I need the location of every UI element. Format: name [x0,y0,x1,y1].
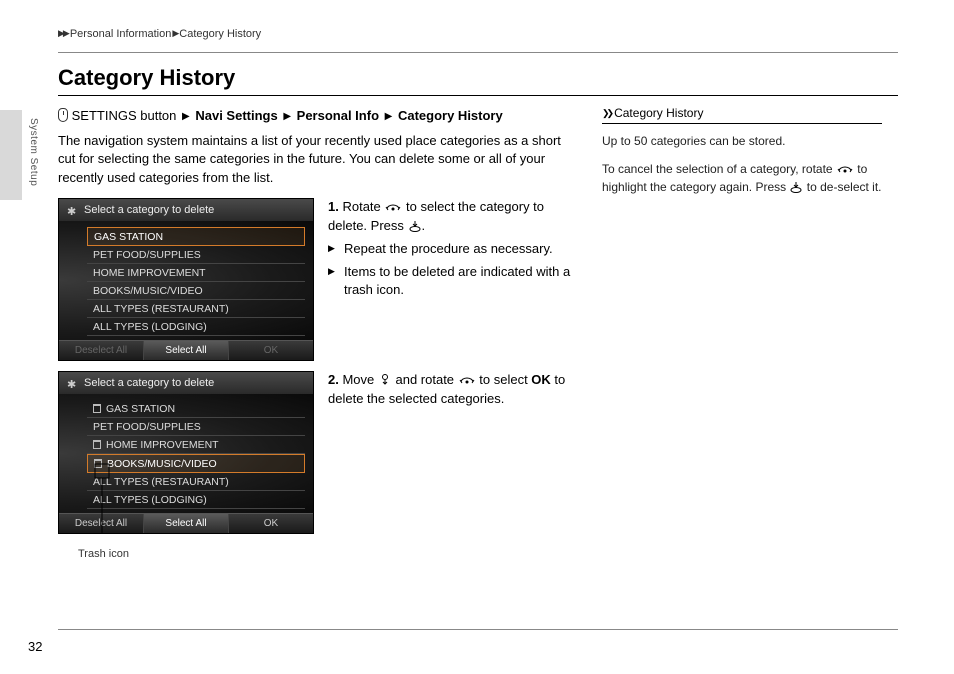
sidebar-text: Up to 50 categories can be stored. To ca… [602,132,882,196]
sidebar-p2: To cancel the selection of a category, r… [602,160,882,196]
list-item: BOOKS/MUSIC/VIDEO [87,282,305,300]
rotate-dial-icon [384,200,402,214]
screenshot-header: ✱ Select a category to delete [59,372,313,394]
rotate-dial-icon [458,373,476,387]
list-item: ALL TYPES (RESTAURANT) [87,300,305,318]
sidebar-text: To cancel the selection of a category, r… [602,162,836,176]
nav-p3: Category History [398,108,503,123]
press-dial-icon [789,180,803,194]
list-item: ALL TYPES (LODGING) [87,491,305,509]
step-num: 2. [328,372,339,387]
main-column: SETTINGS button ▶ Navi Settings ▶ Person… [58,106,578,570]
breadcrumb: ▶▶Personal Information▶Category History [58,28,898,40]
list-item: ALL TYPES (LODGING) [87,318,305,336]
page-number: 32 [28,639,42,654]
screenshot-1: ✱ Select a category to delete GAS STATIO… [58,198,314,361]
nav-p1: Navi Settings [195,108,277,123]
trash-icon [93,440,101,449]
intro-text: The navigation system maintains a list o… [58,132,578,189]
screenshot-2: ✱ Select a category to delete GAS STATIO… [58,371,314,534]
screenshot-body: GAS STATIONPET FOOD/SUPPLIESHOME IMPROVE… [59,394,313,513]
sidebar-title: Category History [614,106,703,120]
screenshot-header-text: Select a category to delete [84,204,214,216]
step-text: to select [476,372,532,387]
breadcrumb-arrow-icon: ▶▶ [58,28,68,38]
screenshot-body: GAS STATIONPET FOOD/SUPPLIESHOME IMPROVE… [59,221,313,340]
nav-p2: Personal Info [297,108,379,123]
gear-icon: ✱ [67,378,78,389]
screenshot-footer: Deselect All Select All OK [59,340,313,360]
page-title: Category History [58,65,898,91]
footer-deselect: Deselect All [59,341,144,360]
footer-ok: OK [229,341,313,360]
gear-icon: ✱ [67,205,78,216]
step-text: Move [342,372,377,387]
list-item: HOME IMPROVEMENT [87,436,305,454]
footer-ok: OK [229,514,313,533]
side-tab [0,110,22,200]
move-dial-icon [378,373,392,387]
sidebar-header: ❯❯Category History [602,106,882,124]
sidebar-p1: Up to 50 categories can be stored. [602,132,882,150]
breadcrumb-arrow-icon: ▶ [172,28,177,38]
settings-button-icon [58,108,68,122]
rotate-dial-icon [836,162,854,176]
breadcrumb-part2: Category History [179,28,261,40]
step-sub: Items to be deleted are indicated with a… [328,263,578,301]
screenshot-header: ✱ Select a category to delete [59,199,313,221]
step-num: 1. [328,199,339,214]
sidebar-text: to de-select it. [803,180,881,194]
nav-path: SETTINGS button ▶ Navi Settings ▶ Person… [58,106,578,126]
sidebar-column: ❯❯Category History Up to 50 categories c… [602,106,882,570]
trash-icon-caption: Trash icon [78,548,314,560]
screenshot-header-text: Select a category to delete [84,377,214,389]
step-sub: Repeat the procedure as necessary. [328,240,578,259]
list-item: GAS STATION [87,227,305,246]
press-dial-icon [408,219,422,233]
step-2-text: 2. Move and rotate to select OK to delet… [328,371,578,560]
screenshot-footer: Deselect All Select All OK [59,513,313,533]
list-item: HOME IMPROVEMENT [87,264,305,282]
step-text: Rotate [342,199,384,214]
footer-selectall: Select All [144,341,229,360]
footer-selectall: Select All [144,514,229,533]
trash-icon [93,404,101,413]
arrow-icon: ▶ [283,111,291,122]
list-item: PET FOOD/SUPPLIES [87,418,305,436]
title-divider [58,95,898,96]
breadcrumb-part1: Personal Information [70,28,172,40]
trash-icon [94,459,102,468]
sidebar-arrow-icon: ❯❯ [602,108,611,118]
arrow-icon: ▶ [385,111,393,122]
list-item: ALL TYPES (RESTAURANT) [87,473,305,491]
step-text: . [422,218,426,233]
step-1-text: 1. Rotate to select the category to dele… [328,198,578,361]
step-text: and rotate [392,372,458,387]
nav-prefix: SETTINGS button [72,108,177,123]
ok-label: OK [531,372,551,387]
arrow-icon: ▶ [182,111,190,122]
bottom-divider [58,629,898,630]
list-item: PET FOOD/SUPPLIES [87,246,305,264]
footer-deselect: Deselect All [59,514,144,533]
list-item: BOOKS/MUSIC/VIDEO [87,454,305,473]
side-tab-label: System Setup [28,118,39,186]
list-item: GAS STATION [87,400,305,418]
divider [58,52,898,53]
